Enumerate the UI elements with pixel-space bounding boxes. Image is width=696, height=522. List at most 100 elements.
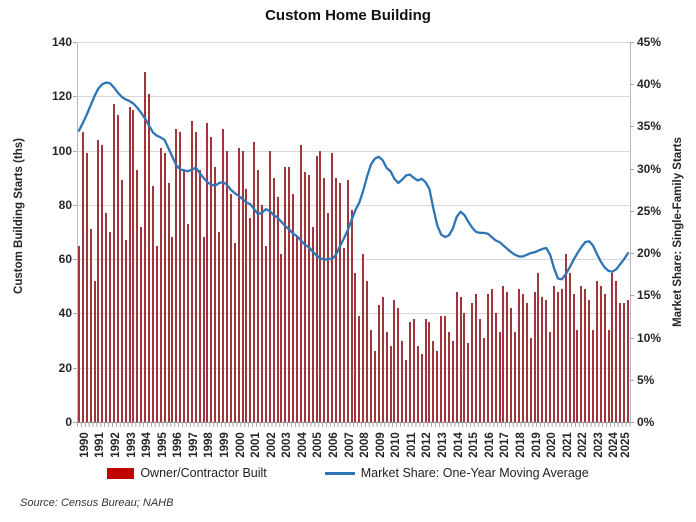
bar	[444, 316, 447, 422]
bar	[362, 253, 365, 422]
bar	[105, 213, 108, 422]
bar	[416, 346, 419, 422]
bar	[518, 289, 520, 422]
x-axis-year-label: 1991	[94, 432, 107, 458]
left-axis-tickmark	[73, 422, 77, 423]
bar	[97, 139, 100, 422]
right-axis-tick-label: 20%	[637, 246, 662, 261]
bar	[576, 329, 579, 422]
bar	[408, 321, 411, 422]
x-axis-year-label: 2014	[452, 432, 465, 458]
bar	[206, 123, 209, 422]
bar	[210, 137, 213, 422]
right-axis-tick-label: 45%	[637, 35, 662, 49]
right-axis-tick-label: 30%	[637, 161, 662, 176]
x-axis-year-label: 2015	[468, 432, 481, 458]
left-axis-tick-label: 60	[58, 252, 72, 267]
bar	[525, 302, 528, 422]
bar	[447, 332, 450, 422]
bar	[354, 272, 357, 422]
bar	[148, 93, 151, 422]
x-axis-year-label: 2000	[234, 432, 247, 458]
left-axis-tick-label: 100	[51, 143, 72, 158]
bar	[595, 280, 598, 422]
bar	[319, 150, 322, 422]
x-axis-year-label: 2023	[592, 432, 605, 458]
left-axis-title: Custom Building Starts (ths)	[13, 138, 25, 294]
bar	[116, 115, 119, 422]
plot-area	[77, 42, 630, 422]
x-axis-year-label: 2012	[421, 432, 434, 458]
bar	[218, 232, 221, 422]
bar	[514, 332, 517, 422]
x-axis-year-label: 2004	[296, 432, 309, 458]
bar	[451, 340, 454, 422]
legend-item-owner-contractor-built: Owner/Contractor Built	[107, 466, 267, 480]
x-axis-year-label: 2017	[499, 432, 512, 458]
bar	[623, 302, 626, 422]
x-axis-year-label: 2005	[312, 432, 325, 458]
bar	[490, 289, 493, 422]
x-axis-year-label: 2009	[374, 432, 387, 458]
bar	[311, 226, 314, 422]
line-series-swatch-icon	[324, 471, 355, 475]
bar	[186, 223, 189, 422]
bar	[128, 107, 131, 422]
bar	[479, 318, 482, 422]
bar	[556, 291, 559, 422]
bar	[588, 299, 591, 422]
gridline	[77, 150, 630, 152]
left-axis-tickmark	[73, 204, 77, 206]
left-axis-tickmark	[73, 259, 77, 261]
bar	[541, 297, 544, 422]
legend-item-market-share: Market Share: One-Year Moving Average	[324, 466, 589, 480]
bar	[592, 329, 594, 422]
left-axis-tickmark	[73, 96, 77, 98]
gridline	[77, 204, 630, 206]
bar	[549, 332, 552, 422]
bar	[455, 291, 458, 422]
gridline	[77, 313, 630, 315]
x-axis-year-label: 2018	[514, 432, 527, 458]
bar	[389, 346, 392, 422]
right-axis-tickmark	[630, 422, 634, 423]
right-axis-tickmark	[630, 210, 634, 212]
bar	[315, 156, 318, 422]
bar	[245, 188, 248, 422]
right-axis-tick-label: 10%	[637, 330, 662, 345]
gridline	[77, 259, 630, 261]
bar	[377, 305, 380, 422]
gridline	[77, 96, 630, 98]
x-axis-year-label: 2016	[483, 432, 496, 458]
right-axis-tickmark	[630, 84, 634, 86]
bar	[405, 359, 408, 422]
bar	[553, 286, 556, 422]
bar	[436, 351, 439, 422]
bar	[109, 232, 112, 422]
bar	[346, 180, 349, 422]
bar	[428, 321, 431, 422]
bar	[249, 218, 252, 422]
right-axis-tickmark	[630, 295, 634, 297]
bar	[113, 104, 115, 422]
bar	[183, 169, 186, 422]
bar	[163, 153, 166, 422]
bar	[599, 286, 602, 422]
left-axis-tick-label: 0	[65, 415, 72, 429]
bar	[323, 177, 326, 422]
right-axis-tick-label: 5%	[637, 372, 655, 387]
bar	[471, 302, 474, 422]
bar	[440, 316, 443, 422]
left-axis-tick-label: 40	[58, 306, 72, 321]
x-axis-year-label: 2013	[437, 432, 450, 458]
bar	[101, 145, 104, 422]
bar	[225, 150, 228, 422]
bar	[280, 253, 283, 422]
bar	[331, 153, 334, 422]
bar	[432, 340, 435, 422]
bar-series-legend-label: Owner/Contractor Built	[140, 466, 267, 480]
x-axis-year-label: 2011	[405, 432, 418, 458]
right-axis-line	[630, 42, 631, 423]
bar	[292, 194, 295, 422]
line-series-legend-label: Market Share: One-Year Moving Average	[360, 466, 589, 480]
